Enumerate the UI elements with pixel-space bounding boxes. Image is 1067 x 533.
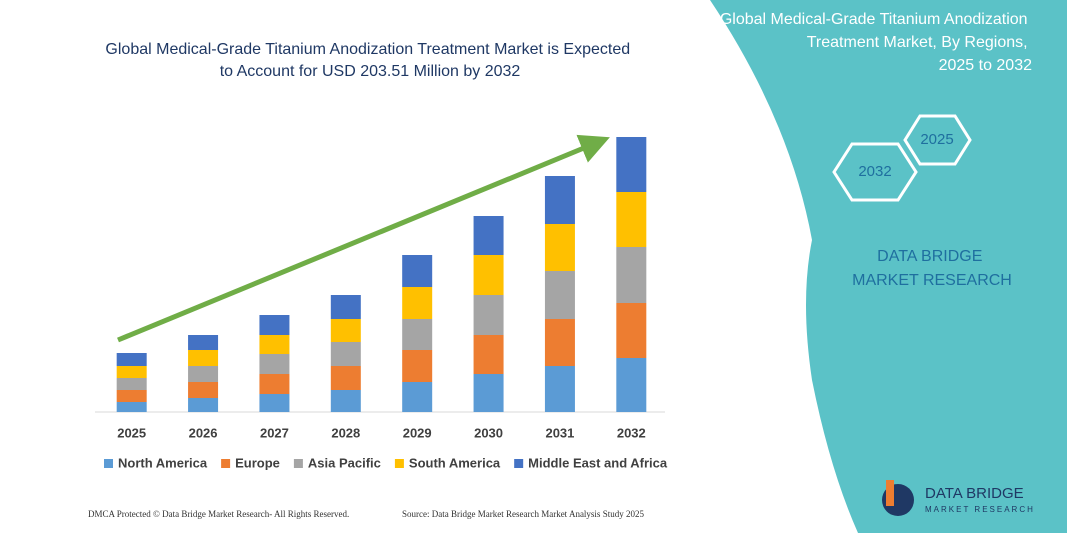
legend-swatch [514,459,524,468]
bar-segment [473,216,504,255]
x-tick-label: 2032 [617,425,646,440]
bar-segment [402,287,433,319]
bar-segment [259,354,290,374]
legend-label: South America [409,455,501,470]
x-tick-label: 2028 [331,425,360,440]
x-tick-label: 2029 [403,425,432,440]
bar-segment [402,350,433,382]
x-tick-label: 2031 [545,425,574,440]
bar-segment [616,303,647,358]
legend-label: Europe [235,455,280,470]
legend-swatch [394,459,404,468]
hex-label: 2032 [858,163,891,180]
bar-segment [188,350,219,366]
legend-swatch [293,459,303,468]
bar-segment [259,394,290,412]
bar-segment [402,319,433,350]
hexagon [903,114,972,166]
bar-segment [116,366,147,378]
bar-segment [330,319,361,342]
bar-segment [330,295,361,319]
bar-segment [616,137,647,192]
logo-tagline: MARKET RESEARCH [925,505,1035,514]
footer-left: DMCA Protected © Data Bridge Market Rese… [88,509,349,519]
bar-segment [188,382,219,398]
bar-segment [402,255,433,287]
bar-segment [116,353,147,366]
hex-label: 2025 [920,131,953,148]
bar-segment [116,390,147,402]
legend-swatch [104,459,113,468]
x-tick-label: 2030 [474,425,503,440]
bar-segment [544,176,575,224]
bar-segment [616,358,647,412]
bar-segment [473,295,504,335]
bar-segment [616,247,647,303]
bar-segment [473,255,504,295]
legend-label: North America [118,455,208,470]
x-tick-label: 2025 [117,425,146,440]
bar-segment [616,192,647,247]
bar-segment [544,271,575,319]
chart-title: Global Medical-Grade Titanium Anodizatio… [105,41,634,80]
bar-segment [259,315,290,335]
bar-segment [544,319,575,366]
hexagon [832,142,918,202]
bar-segment [188,366,219,382]
bar-segment [544,224,575,271]
bar-segment [473,374,504,412]
bar-segment [116,402,147,412]
x-tick-label: 2026 [189,425,218,440]
panel-title: Global Medical-Grade Titanium Anodizatio… [720,11,1032,74]
bar-segment [330,366,361,390]
bar-segment [330,342,361,366]
bar-segment [402,382,433,412]
footer-right: Source: Data Bridge Market Research Mark… [402,509,644,519]
bar-segment [544,366,575,412]
legend-label: Asia Pacific [308,455,381,470]
x-tick-label: 2027 [260,425,289,440]
trend-arrow [117,134,610,343]
logo-mark [886,480,894,506]
bar-segment [330,390,361,412]
brand-text: DATA BRIDGE MARKET RESEARCH [852,248,1012,289]
bar-segment [259,335,290,354]
bar-segment [116,378,147,390]
side-panel [710,0,1067,533]
logo-name: DATA BRIDGE [925,485,1024,502]
bar-segment [188,335,219,350]
bar-segment [188,398,219,412]
bar-segment [473,335,504,374]
bar-segment [259,374,290,394]
legend-label: Middle East and Africa [528,455,668,470]
legend-swatch [221,459,231,468]
